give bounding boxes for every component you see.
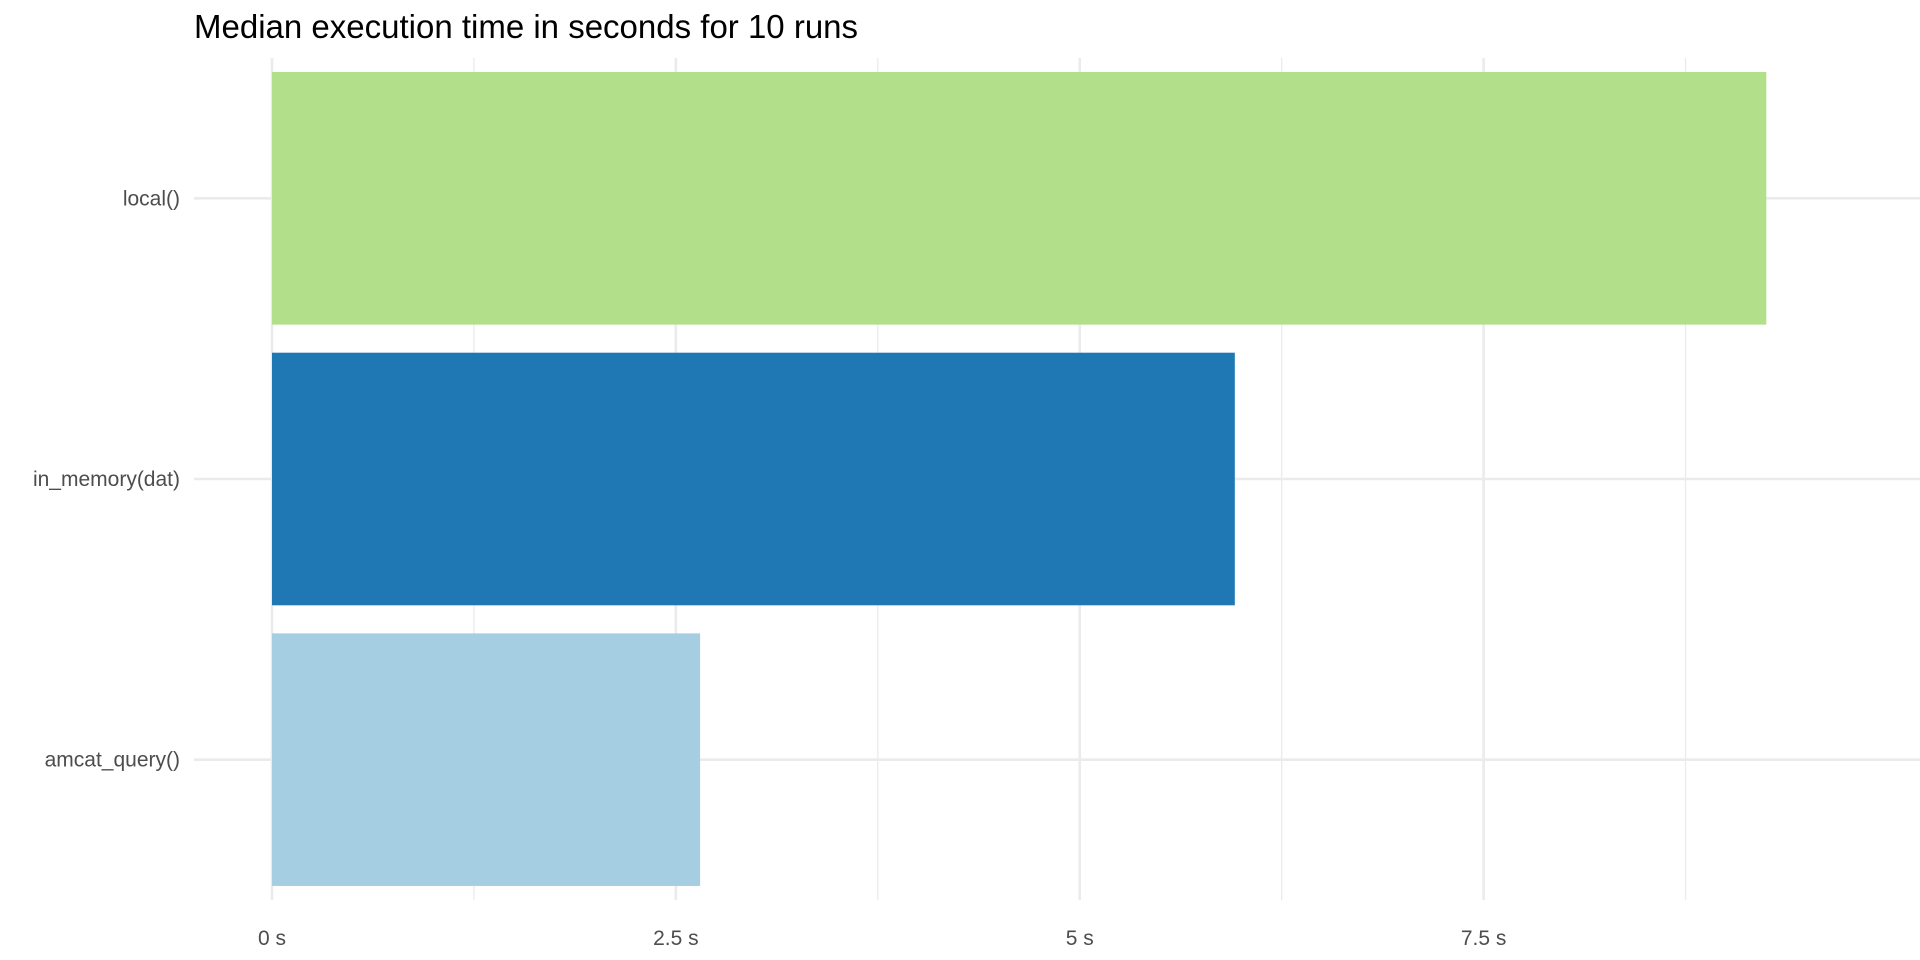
y-axis-labels: local() in_memory(dat) amcat_query() — [33, 187, 180, 771]
bar — [272, 352, 1235, 606]
x-axis-labels: 0 s 2.5 s 5 s 7.5 s — [258, 927, 1506, 950]
y-tick-label: in_memory(dat) — [33, 468, 180, 491]
x-tick-label: 2.5 s — [653, 927, 699, 950]
bar — [272, 633, 701, 886]
chart-title: Median execution time in seconds for 10 … — [194, 8, 859, 45]
x-tick-label: 5 s — [1066, 927, 1094, 950]
bars-layer — [272, 72, 1767, 886]
x-tick-label: 0 s — [258, 927, 286, 950]
y-tick-label: amcat_query() — [45, 749, 180, 772]
x-tick-label: 7.5 s — [1461, 927, 1507, 950]
bar — [272, 72, 1767, 325]
y-tick-label: local() — [123, 187, 180, 210]
